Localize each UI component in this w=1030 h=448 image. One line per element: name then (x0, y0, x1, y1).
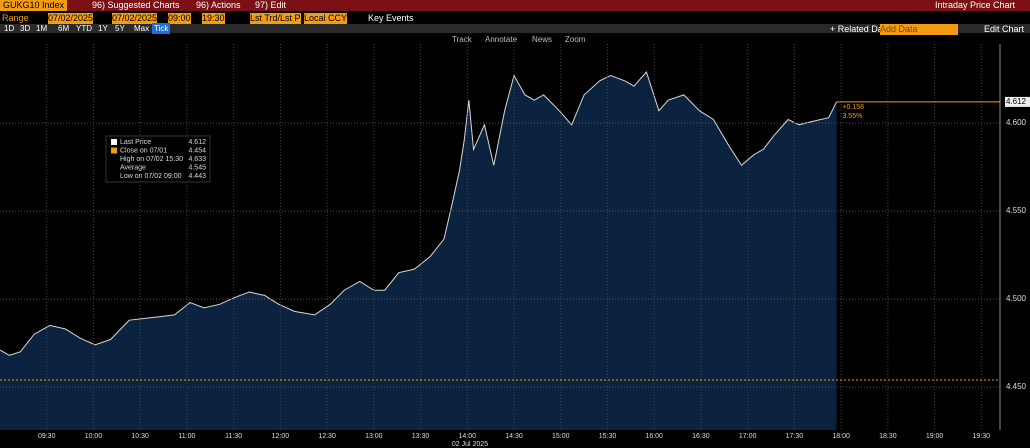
x-tick-label: 11:30 (225, 433, 242, 440)
currency[interactable]: Local CCY (304, 13, 348, 24)
price-area (0, 71, 837, 430)
period-button[interactable]: YTD (76, 24, 92, 33)
x-tick-label: 14:00 (459, 433, 477, 440)
legend-label: Last Price (120, 139, 151, 146)
x-tick-label: 15:30 (599, 433, 617, 440)
y-tick-label: 4.600 (1006, 118, 1027, 127)
x-tick-label: 13:00 (365, 433, 383, 440)
legend-value: 4.454 (188, 147, 206, 154)
x-tick-label: 10:00 (85, 433, 103, 440)
legend-label: Low on 07/02 09:00 (120, 173, 182, 180)
period-button[interactable]: 6M (58, 24, 70, 33)
x-tick-label: 12:30 (318, 433, 336, 440)
end-time[interactable]: 19:30 (202, 13, 225, 24)
start-time[interactable]: 09:00 (168, 13, 191, 24)
start-date[interactable]: 07/02/2025 (48, 13, 94, 24)
period-bar (0, 24, 1030, 33)
view-title: Intraday Price Chart (935, 0, 1016, 10)
chart-tool[interactable]: Track (452, 35, 472, 44)
chart-tool[interactable]: Annotate (485, 35, 518, 44)
legend-swatch (111, 139, 117, 145)
end-date[interactable]: 07/02/2025 (112, 13, 158, 24)
x-tick-label: 17:30 (786, 433, 804, 440)
change: +0.158 (842, 104, 864, 111)
x-tick-label: 18:00 (832, 433, 850, 440)
range-label: Range (2, 13, 29, 23)
menu[interactable]: 96) Suggested Charts (92, 0, 180, 10)
x-tick-label: 16:00 (645, 433, 663, 440)
period-button[interactable]: 3D (20, 24, 31, 33)
legend-value: 4.633 (188, 156, 206, 163)
x-tick-label: 13:30 (412, 433, 430, 440)
period-button[interactable]: 1M (36, 24, 48, 33)
chart-tool[interactable]: News (532, 35, 553, 44)
date-label: 02 Jul 2025 (452, 441, 488, 448)
legend-label: Close on 07/01 (120, 147, 167, 154)
x-tick-label: 09:30 (38, 433, 56, 440)
title-bar (0, 0, 1030, 11)
legend-value: 4.612 (188, 139, 206, 146)
key-events[interactable]: Key Events (368, 13, 414, 23)
x-tick-label: 12:00 (272, 433, 290, 440)
period-button[interactable]: 1D (4, 24, 15, 33)
x-tick-label: 19:30 (973, 433, 991, 440)
x-tick-label: 19:00 (926, 433, 944, 440)
period-button[interactable]: Tick (152, 23, 171, 34)
x-tick-label: 15:00 (552, 433, 570, 440)
legend-value: 4.545 (188, 164, 206, 171)
legend-swatch (111, 147, 117, 154)
legend-value: 4.443 (188, 173, 206, 180)
x-tick-label: 17:00 (739, 433, 757, 440)
edit-chart[interactable]: Edit Chart (984, 24, 1025, 34)
last-price-label: 4.612 (1006, 97, 1027, 106)
x-tick-label: 10:30 (131, 433, 149, 440)
price-line (0, 70, 837, 356)
related[interactable]: + Related Dat (830, 24, 886, 34)
x-tick-label: 18:30 (879, 433, 897, 440)
menu[interactable]: 97) Edit (255, 0, 287, 10)
security[interactable]: GUKG10 Index (0, 0, 68, 11)
x-tick-label: 14:30 (505, 433, 523, 440)
x-tick-label: 11:00 (178, 433, 195, 440)
period-button[interactable]: 1Y (98, 24, 108, 33)
y-tick-label: 4.550 (1006, 206, 1027, 215)
change-pct: 3.55% (842, 113, 862, 120)
period-button[interactable]: 5Y (115, 24, 125, 33)
last-price-tag (1005, 96, 1030, 107)
legend-label: High on 07/02 15:30 (120, 156, 183, 163)
legend-label: Average (120, 164, 146, 171)
legend-box (105, 135, 211, 183)
y-tick-label: 4.450 (1006, 382, 1027, 391)
period-button[interactable]: Max (134, 24, 150, 33)
x-tick-label: 16:30 (692, 433, 710, 440)
add-data[interactable]: Add Data (880, 24, 958, 35)
y-tick-label: 4.500 (1006, 294, 1027, 303)
menu[interactable]: 96) Actions (196, 0, 241, 10)
chart-tool[interactable]: Zoom (565, 35, 586, 44)
mode[interactable]: Lst Trd/Lst P (250, 13, 301, 24)
